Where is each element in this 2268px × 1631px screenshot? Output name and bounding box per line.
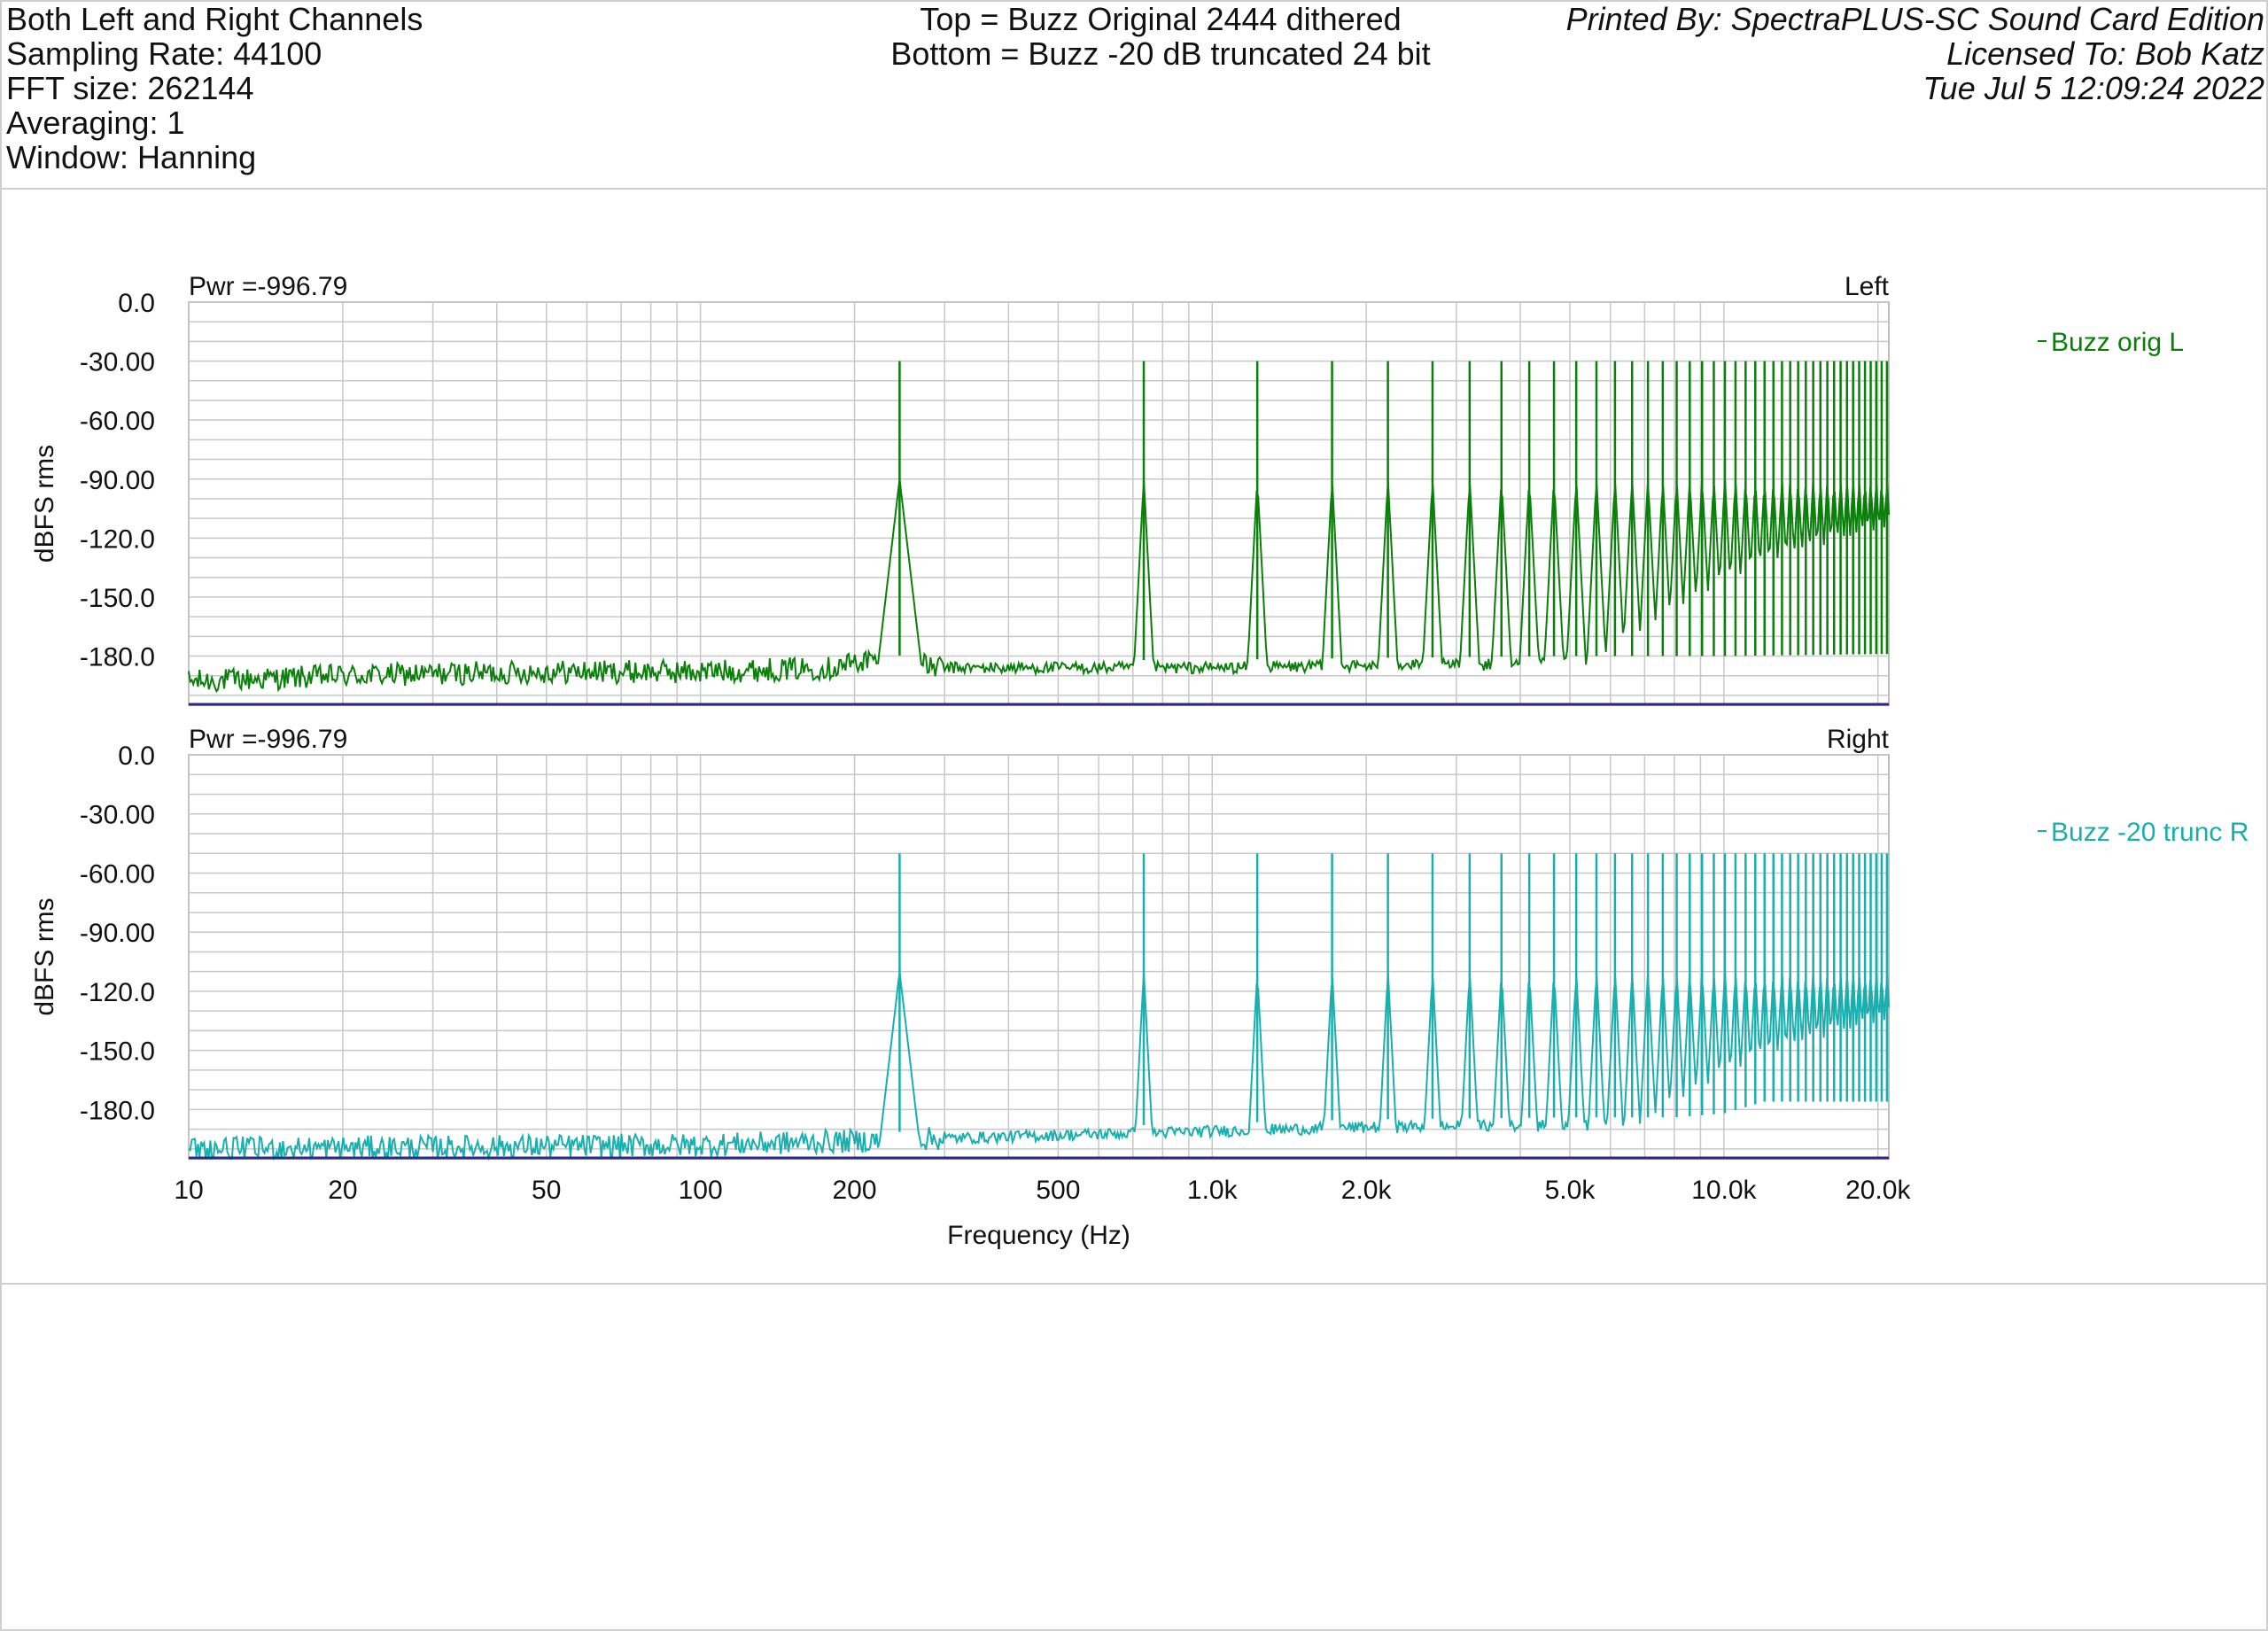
series-trace	[188, 972, 1890, 1161]
x-tick-label: 20	[328, 1176, 357, 1205]
x-tick-label: 500	[1036, 1176, 1080, 1205]
header-divider	[0, 188, 2268, 190]
footer-divider	[0, 1283, 2268, 1285]
y-tick-label: -150.0	[80, 1037, 155, 1067]
spectrum-panel-left: 0.0 -30.00 -60.00 -90.00 -120.0 -150.0 -180.0 d…	[30, 272, 2184, 706]
header-right-info: Printed By: SpectraPLUS-SC Sound Card Ed…	[1566, 2, 2264, 105]
y-tick-label: -60.00	[80, 407, 155, 436]
x-tick-label: 20.0k	[1845, 1176, 1911, 1205]
header-window: Window: Hanning	[6, 139, 257, 175]
x-tick-label: 10	[174, 1176, 203, 1205]
header-left-info: Both Left and Right Channels Sampling Ra…	[6, 2, 423, 175]
header-channels: Both Left and Right Channels	[6, 1, 423, 37]
y-tick-label: 0.0	[118, 742, 155, 771]
x-tick-label: 100	[679, 1176, 723, 1205]
y-axis-label: dBFS rms	[30, 897, 59, 1015]
header-timestamp: Tue Jul 5 12:09:24 2022	[1922, 70, 2264, 106]
header-sampling-rate: Sampling Rate: 44100	[6, 35, 322, 72]
x-tick-label: 1.0k	[1187, 1176, 1239, 1205]
y-tick-label: -60.00	[80, 859, 155, 889]
channel-label: Right	[1827, 725, 1890, 754]
header-top-description: Top = Buzz Original 2444 dithered	[920, 1, 1402, 37]
power-label: Pwr =-996.79	[189, 725, 347, 754]
x-tick-label: 200	[832, 1176, 876, 1205]
header-center-title: Top = Buzz Original 2444 dithered Bottom…	[762, 2, 1559, 71]
channel-label: Left	[1845, 272, 1890, 301]
y-tick-label: 0.0	[118, 289, 155, 318]
y-tick-label: -90.00	[80, 466, 155, 495]
legend-entry: Buzz orig L	[2051, 328, 2184, 357]
legend-entry: Buzz -20 trunc R	[2051, 818, 2249, 847]
header-printed-by: Printed By: SpectraPLUS-SC Sound Card Ed…	[1565, 1, 2264, 37]
x-axis-label: Frequency (Hz)	[947, 1221, 1130, 1250]
header-fft-size: FFT size: 262144	[6, 70, 254, 106]
x-tick-label: 2.0k	[1341, 1176, 1393, 1205]
y-tick-label: -30.00	[80, 801, 155, 830]
y-tick-label: -30.00	[80, 348, 155, 377]
y-tick-label: -180.0	[80, 1096, 155, 1125]
y-tick-label: -150.0	[80, 584, 155, 613]
series-trace	[188, 479, 1890, 694]
y-tick-label: -90.00	[80, 919, 155, 948]
header-bottom-description: Bottom = Buzz -20 dB truncated 24 bit	[890, 35, 1431, 72]
plot-area	[188, 754, 1890, 1160]
x-tick-label: 10.0k	[1691, 1176, 1757, 1205]
header-licensed-to: Licensed To: Bob Katz	[1946, 35, 2264, 72]
y-axis-label: dBFS rms	[30, 445, 59, 563]
x-tick-label: 50	[532, 1176, 561, 1205]
y-tick-label: -120.0	[80, 524, 155, 554]
y-tick-label: -120.0	[80, 978, 155, 1007]
header-averaging: Averaging: 1	[6, 105, 185, 141]
power-label: Pwr =-996.79	[189, 272, 347, 301]
spectrum-panel-right: 0.0 -30.00 -60.00 -90.00 -120.0 -150.0 -180.0 d…	[30, 725, 2249, 1250]
y-tick-label: -180.0	[80, 643, 155, 672]
x-tick-label: 5.0k	[1545, 1176, 1596, 1205]
